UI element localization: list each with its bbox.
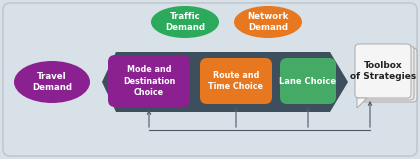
FancyBboxPatch shape: [200, 58, 272, 104]
Polygon shape: [102, 52, 348, 112]
Polygon shape: [357, 98, 367, 108]
FancyBboxPatch shape: [361, 48, 417, 102]
FancyBboxPatch shape: [280, 58, 336, 104]
Ellipse shape: [151, 6, 219, 38]
Text: Mode and
Destination
Choice: Mode and Destination Choice: [123, 65, 175, 97]
Ellipse shape: [14, 61, 90, 103]
FancyBboxPatch shape: [3, 3, 417, 156]
Text: Traffic
Demand: Traffic Demand: [165, 12, 205, 32]
Ellipse shape: [234, 6, 302, 38]
FancyBboxPatch shape: [355, 44, 411, 98]
Text: Network
Demand: Network Demand: [247, 12, 289, 32]
Text: Lane Choice: Lane Choice: [279, 76, 336, 86]
Text: Toolbox
of Strategies: Toolbox of Strategies: [350, 61, 416, 81]
FancyBboxPatch shape: [108, 55, 190, 107]
Text: Route and
Time Choice: Route and Time Choice: [208, 71, 263, 91]
FancyBboxPatch shape: [358, 46, 414, 100]
Text: Travel
Demand: Travel Demand: [32, 72, 72, 92]
